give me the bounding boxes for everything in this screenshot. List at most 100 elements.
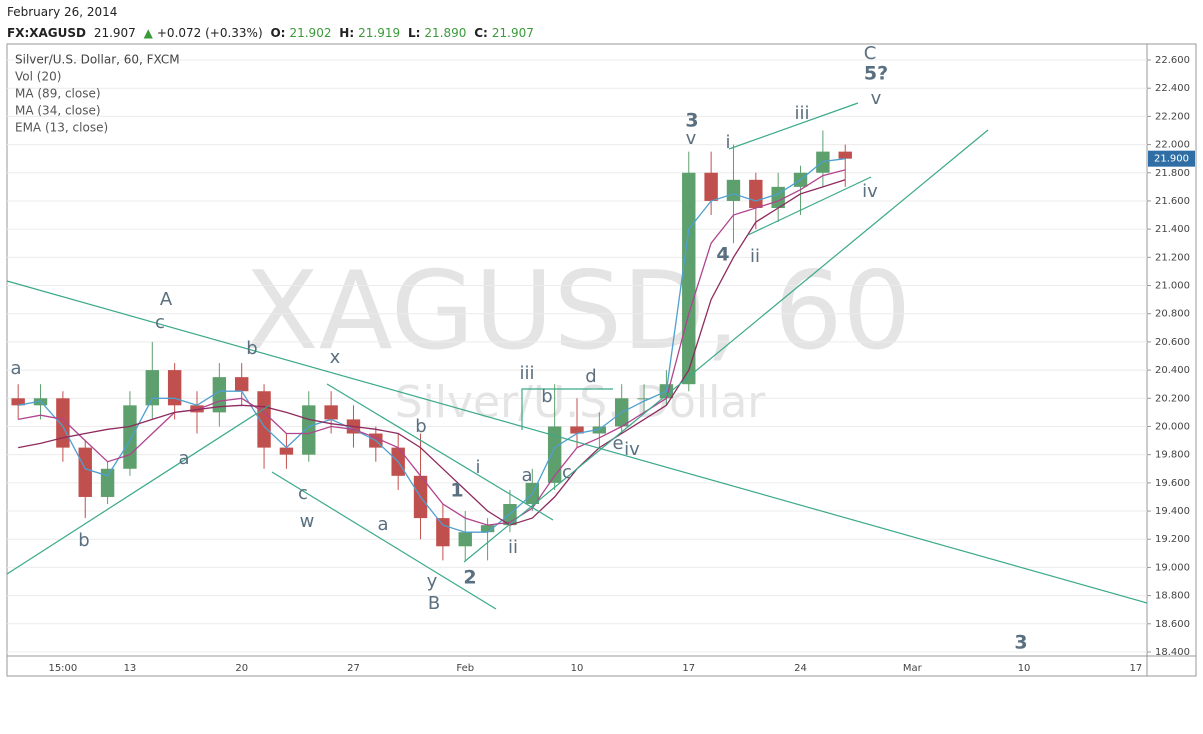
wave-label: b — [246, 338, 257, 359]
candle-body — [212, 377, 227, 413]
y-tick-label: 20.800 — [1155, 309, 1190, 320]
wave-label: y — [427, 571, 438, 592]
x-tick-label: Mar — [903, 663, 923, 674]
x-tick-label: 17 — [682, 663, 695, 674]
wave-label: d — [585, 366, 596, 387]
y-tick-label: 22.200 — [1155, 111, 1190, 122]
wave-label: e — [612, 433, 623, 454]
last: 21.907 — [93, 26, 136, 40]
last-price-tag — [1148, 150, 1195, 167]
y-tick-label: 19.000 — [1155, 562, 1190, 573]
candle-body — [682, 172, 696, 385]
y-tick-label: 20.000 — [1155, 421, 1190, 432]
candle-body — [78, 447, 92, 497]
candle-body — [592, 426, 607, 434]
trendline — [521, 388, 613, 430]
trendline — [326, 383, 554, 521]
trendlines — [6, 102, 1148, 610]
candle-body — [838, 151, 852, 159]
candle-body — [704, 172, 718, 201]
y-tick-label: 19.600 — [1155, 478, 1190, 489]
indicator-line — [18, 179, 846, 526]
low-label: L: — [407, 26, 421, 40]
study-label: MA (34, close) — [15, 104, 101, 118]
wave-label: iv — [624, 439, 640, 460]
y-tick-label: 19.400 — [1155, 506, 1190, 517]
wave-label: 2 — [463, 567, 476, 589]
wave-label: c — [562, 462, 572, 483]
wave-label: ii — [508, 537, 518, 558]
candle-body — [637, 398, 651, 400]
wave-label: w — [300, 511, 315, 532]
x-tick-label: 13 — [124, 663, 137, 674]
wave-label: iv — [862, 181, 878, 202]
wave-label: 3 — [685, 110, 698, 132]
y-tick-label: 21.200 — [1155, 252, 1190, 263]
wave-label: v — [871, 88, 882, 109]
y-tick-label: 20.200 — [1155, 393, 1190, 404]
candle-body — [458, 532, 472, 547]
x-tick-label: 10 — [571, 663, 584, 674]
candle-body — [324, 405, 338, 420]
high-label: H: — [339, 26, 355, 40]
low: 21.890 — [424, 26, 467, 40]
y-tick-label: 22.400 — [1155, 83, 1190, 94]
trendline — [728, 102, 859, 150]
candle-body — [167, 370, 182, 406]
open-label: O: — [270, 26, 286, 40]
candle-body — [726, 179, 741, 201]
y-tick-label: 21.400 — [1155, 224, 1190, 235]
open: 21.902 — [289, 26, 332, 40]
y-tick-label: 18.400 — [1155, 647, 1190, 658]
candle-body — [279, 447, 294, 455]
header: February 26, 2014 FX:XAGUSD 21.907 ▲ +0.0… — [7, 2, 538, 44]
wave-label: iii — [794, 103, 809, 124]
wave-label: x — [330, 347, 341, 368]
y-tick-label: 21.800 — [1155, 168, 1190, 179]
candle-body — [123, 405, 137, 469]
change: +0.072 (+0.33%) — [156, 26, 263, 40]
candle-body — [11, 398, 25, 406]
wave-label: C — [864, 43, 877, 64]
x-tick-label: 27 — [347, 663, 360, 674]
study-label: EMA (13, close) — [15, 121, 108, 135]
study-label: Vol (20) — [15, 70, 61, 84]
candle-body — [302, 405, 316, 455]
x-tick-label: 15:00 — [48, 663, 77, 674]
close: 21.907 — [491, 26, 534, 40]
x-tick-label: 10 — [1018, 663, 1031, 674]
wave-label: 3 — [1014, 632, 1027, 654]
candle-body — [436, 518, 450, 547]
candle-body — [145, 370, 159, 406]
y-tick-label: 18.600 — [1155, 619, 1190, 630]
wave-label: b — [78, 530, 89, 551]
wave-label: a — [10, 358, 21, 379]
y-tick-label: 22.000 — [1155, 140, 1190, 151]
watermark: XAGUSD, 60 — [245, 249, 912, 374]
trendline — [271, 471, 497, 610]
y-tick-label: 20.600 — [1155, 337, 1190, 348]
wave-label: v — [686, 128, 697, 149]
wave-label: a — [521, 465, 532, 486]
wave-label: i — [475, 457, 480, 478]
wave-label: b — [541, 386, 552, 407]
x-tick-label: 20 — [235, 663, 248, 674]
wave-label: A — [160, 289, 173, 310]
y-tick-label: 20.400 — [1155, 365, 1190, 376]
wave-label: B — [428, 593, 440, 614]
wave-label: ii — [750, 246, 760, 267]
high: 21.919 — [358, 26, 401, 40]
date: February 26, 2014 — [7, 5, 118, 19]
candle-body — [190, 405, 204, 413]
y-tick-label: 21.600 — [1155, 196, 1190, 207]
study-label: MA (89, close) — [15, 87, 101, 101]
trendline — [463, 129, 989, 563]
wave-label: 5? — [864, 63, 888, 85]
wave-label: b — [415, 416, 426, 437]
wave-label: a — [377, 514, 388, 535]
trendline — [6, 404, 271, 575]
candle-body — [257, 391, 271, 448]
wave-label: c — [155, 312, 165, 333]
